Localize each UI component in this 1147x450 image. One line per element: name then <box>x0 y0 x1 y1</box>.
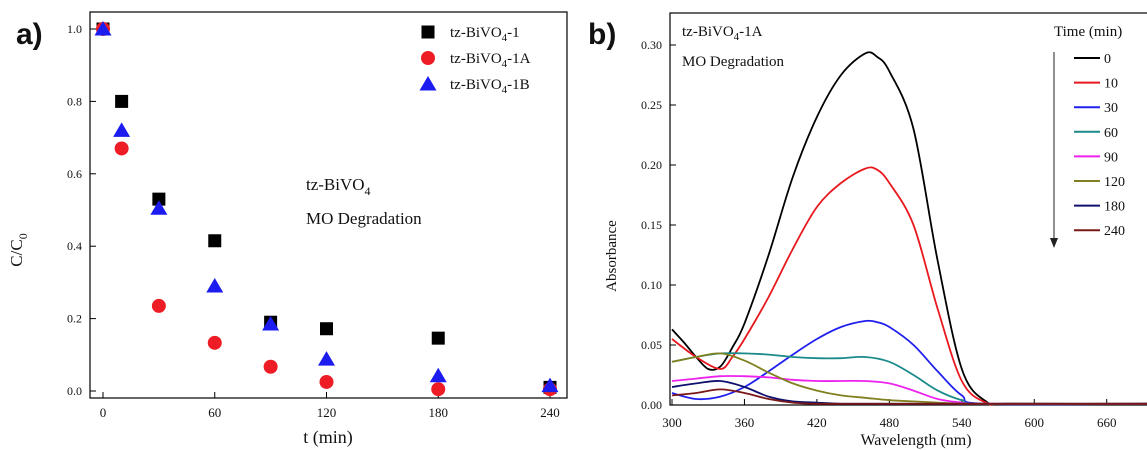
panel-b-axes: 300 360 420 480 540 600 6600.000.050.100.150.2… <box>641 38 1116 430</box>
panel-b-x-tick-label: 660 <box>1097 415 1117 430</box>
panel-b-x-tick-label: 300 <box>662 415 682 430</box>
panel-b-legend-label: 30 <box>1104 101 1118 116</box>
panel-a-legend-marker <box>421 51 435 65</box>
panel-a-data-point <box>115 94 129 108</box>
panel-a-legend-label: tz-BiVO4-1A <box>450 51 531 70</box>
panel-b-y-tick-label: 0.20 <box>641 158 662 172</box>
panel-b-annotation-line1: tz-BiVO4-1A <box>682 24 763 43</box>
panel-b-x-tick-label: 360 <box>735 415 755 430</box>
panel-a-legend-label: tz-BiVO4-1B <box>450 77 530 96</box>
panel-a-series-triangle <box>94 21 559 393</box>
panel-b-x-axis-title: Wavelength (nm) <box>860 432 971 449</box>
panel-a-annotation-line2: MO Degradation <box>306 209 422 228</box>
panel-a-x-tick-label: 180 <box>429 405 449 420</box>
panel-a-series-circle <box>96 22 557 397</box>
panel-b-series-line-0-min <box>671 51 1147 406</box>
panel-a-y-tick-label: 0.6 <box>67 167 82 181</box>
panel-b-series-line-10-min <box>671 166 1147 406</box>
panel-a-data-point <box>114 141 129 156</box>
panel-b-series-line-60-min <box>671 352 1147 405</box>
panel-a-data-point <box>206 278 224 293</box>
panel-b-annotation-line2: MO Degradation <box>682 54 785 70</box>
panel-b-y-tick-label: 0.30 <box>641 38 662 52</box>
panel-b-series-lines <box>671 51 1147 406</box>
panel-a-data-point <box>150 200 168 215</box>
panel-a-data-point <box>263 359 278 374</box>
panel-b-legend-label: 10 <box>1104 77 1118 92</box>
panel-b-series-line-240-min <box>671 388 1147 405</box>
panel-a-x-tick-label: 0 <box>100 405 107 420</box>
panel-a-scatter-chart: a) 0 60 120 180 240 0.0 0.2 0.4 0.6 0.8 1.0 C/C0 t… <box>7 11 568 448</box>
panel-b-legend-label: 240 <box>1104 224 1125 239</box>
panel-a-data-point <box>151 298 166 313</box>
panel-a-data-point <box>208 234 222 248</box>
panel-a-plot-frame <box>89 11 568 399</box>
panel-b-x-tick-label: 480 <box>880 415 900 430</box>
panel-a-axes: 0 60 120 180 240 0.0 0.2 0.4 0.6 0.8 1.0 <box>67 22 560 420</box>
panel-a-data-points <box>94 21 559 397</box>
panel-b-legend-label: 120 <box>1104 175 1125 190</box>
panel-b-legend-arrow <box>1050 52 1058 248</box>
panel-b-y-tick-label: 0.10 <box>641 278 662 292</box>
panel-a-label: a) <box>16 18 43 51</box>
panel-a-legend: tz-BiVO4-1 tz-BiVO4-1A tz-BiVO4-1B <box>419 25 531 96</box>
panel-b-x-tick-label: 420 <box>807 415 827 430</box>
panel-a-data-point <box>94 21 112 36</box>
panel-a-data-point <box>262 316 280 331</box>
panel-a-y-tick-label: 0.8 <box>67 94 82 108</box>
panel-b-legend-label: 90 <box>1104 150 1118 165</box>
panel-b-y-tick-label: 0.05 <box>641 338 662 352</box>
panel-a-y-tick-label: 1.0 <box>67 22 82 36</box>
panel-a-data-point <box>152 192 166 206</box>
panel-b-plot-frame <box>669 12 1147 406</box>
panel-a-data-point <box>207 335 222 350</box>
panel-a-data-point <box>431 382 446 397</box>
panel-a-legend-marker <box>421 25 435 39</box>
panel-a-data-point <box>541 377 559 393</box>
panel-a-x-tick-label: 240 <box>540 405 560 420</box>
panel-b-line-chart: b) 300 360 420 480 540 600 6600.000.050.100.15… <box>588 12 1147 449</box>
panel-b-legend-label: 60 <box>1104 126 1118 141</box>
panel-b-x-tick-label: 600 <box>1025 415 1045 430</box>
panel-b-y-tick-label: 0.00 <box>641 398 662 412</box>
panel-a-y-axis-title: C/C0 <box>7 233 30 266</box>
panel-a-data-point <box>320 322 333 336</box>
panel-a-data-point <box>431 331 445 345</box>
panel-a-data-point <box>319 374 334 389</box>
panel-b-y-axis-title: Absorbance <box>604 220 620 292</box>
panel-a-data-point <box>429 367 447 383</box>
panel-a-x-axis-title: t (min) <box>303 427 353 448</box>
panel-b-series-line-120-min <box>671 352 1147 405</box>
panel-b-y-tick-label: 0.15 <box>641 218 662 232</box>
panel-a-y-tick-label: 0.4 <box>67 239 82 253</box>
panel-b-x-tick-label: 540 <box>952 415 972 430</box>
panel-b-y-tick-label: 0.25 <box>641 98 662 112</box>
panel-a-legend-label: tz-BiVO4-1 <box>450 25 520 44</box>
panel-a-data-point <box>318 351 335 366</box>
panel-a-x-tick-label: 120 <box>317 405 337 420</box>
panel-a-annotation-line1: tz-BiVO4 <box>306 175 371 198</box>
panel-a-y-tick-label: 0.2 <box>67 312 82 326</box>
panel-b-legend: 0 10 30 60 90 120 180 240 <box>1074 52 1125 239</box>
panel-b-label: b) <box>588 18 616 51</box>
panel-b-series-line-90-min <box>671 375 1147 405</box>
panel-b-legend-title: Time (min) <box>1054 24 1122 40</box>
panel-a-x-tick-label: 60 <box>208 405 221 420</box>
panel-b-legend-label: 0 <box>1104 52 1111 67</box>
panel-b-legend-label: 180 <box>1104 200 1125 215</box>
panel-a-y-tick-label: 0.0 <box>67 384 82 398</box>
panel-a-legend-marker <box>419 76 437 91</box>
panel-a-data-point <box>113 122 131 137</box>
